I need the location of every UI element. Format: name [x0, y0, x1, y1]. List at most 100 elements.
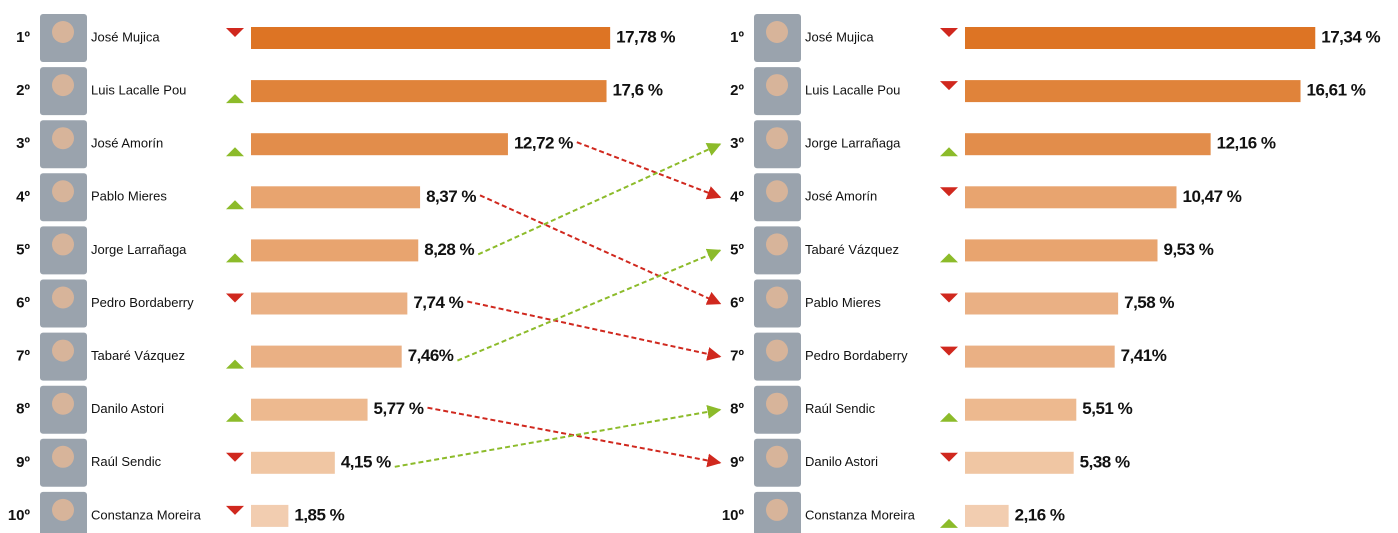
value-label: 7,74 %: [413, 293, 463, 312]
value-label: 2,16 %: [1015, 505, 1065, 524]
rank-label: 7º: [730, 348, 744, 365]
rank-label: 7º: [16, 348, 30, 365]
value-label: 7,41%: [1121, 346, 1167, 365]
candidate-name: Tabaré Vázquez: [91, 348, 185, 363]
bar: [965, 345, 1115, 368]
bar: [965, 398, 1077, 421]
rank-change-arrow: [477, 143, 722, 256]
value-label: 12,16 %: [1217, 134, 1276, 153]
photo-face: [766, 74, 788, 97]
value-label: 5,77 %: [374, 399, 424, 418]
rank-label: 3º: [730, 135, 744, 152]
rank-label: 10º: [722, 507, 745, 524]
bar: [965, 292, 1119, 315]
trend-up: [226, 253, 244, 263]
bar: [965, 239, 1158, 262]
photo-face: [766, 445, 788, 468]
rank-change-arrow: [394, 404, 722, 468]
trend-down: [940, 28, 958, 37]
candidate-name: Constanza Moreira: [805, 507, 916, 522]
candidate-name: Pedro Bordaberry: [805, 348, 908, 363]
bar: [965, 133, 1211, 156]
value-label: 7,58 %: [1124, 293, 1174, 312]
bar: [251, 80, 607, 103]
bar: [251, 398, 368, 421]
candidate-name: Constanza Moreira: [91, 507, 202, 522]
photo-face: [52, 498, 74, 521]
photo-face: [766, 286, 788, 309]
rank-label: 8º: [16, 401, 30, 418]
photo-face: [52, 127, 74, 150]
bar: [251, 186, 421, 209]
value-label: 9,53 %: [1164, 240, 1214, 259]
trend-down: [940, 452, 958, 462]
trend-down: [226, 505, 244, 515]
photo-face: [766, 127, 788, 150]
photo-face: [766, 339, 788, 362]
value-label: 12,72 %: [514, 134, 573, 153]
rank-label: 8º: [730, 401, 744, 418]
rank-label: 2º: [730, 82, 744, 99]
trend-up: [226, 200, 244, 210]
value-label: 5,38 %: [1080, 452, 1130, 471]
trend-down: [940, 293, 958, 303]
rank-change-arrow: [457, 248, 722, 362]
trend-up: [940, 147, 958, 157]
bar: [251, 504, 289, 527]
photo-face: [52, 392, 74, 415]
photo-face: [766, 392, 788, 415]
bar: [965, 504, 1009, 527]
value-label: 17,34 %: [1321, 27, 1380, 46]
photo-face: [766, 498, 788, 521]
trend-down: [940, 81, 958, 91]
trend-down: [940, 187, 958, 197]
rank-label: 10º: [8, 507, 31, 524]
rank-label: 9º: [730, 454, 744, 471]
bar: [251, 451, 335, 474]
value-label: 5,51 %: [1082, 399, 1132, 418]
trend-up: [226, 412, 244, 422]
rank-label: 4º: [730, 188, 744, 205]
rank-change-arrow: [427, 406, 722, 468]
photo-face: [52, 180, 74, 203]
bar: [251, 27, 611, 49]
candidate-name: Luis Lacalle Pou: [91, 83, 186, 98]
candidate-name: José Mujica: [805, 29, 874, 44]
trend-down: [226, 293, 244, 303]
candidate-name: Pablo Mieres: [91, 189, 167, 204]
bar: [251, 133, 508, 156]
trend-down: [226, 28, 244, 37]
candidate-name: Danilo Astori: [805, 454, 878, 469]
value-label: 8,28 %: [424, 240, 474, 259]
photo-face: [52, 286, 74, 309]
value-label: 17,78 %: [616, 27, 675, 46]
trend-up: [226, 359, 244, 369]
value-label: 7,46%: [408, 346, 454, 365]
trend-down: [226, 452, 244, 462]
candidate-name: Jorge Larrañaga: [91, 242, 187, 257]
value-label: 17,6 %: [613, 81, 663, 100]
value-label: 1,85 %: [294, 505, 344, 524]
rank-label: 1º: [730, 29, 744, 46]
trend-up: [940, 412, 958, 422]
trend-up: [940, 253, 958, 263]
rank-label: 5º: [730, 241, 744, 258]
rank-label: 2º: [16, 82, 30, 99]
candidate-name: José Amorín: [91, 136, 163, 151]
bar: [251, 345, 402, 368]
trend-up: [226, 147, 244, 157]
bar: [965, 80, 1301, 103]
candidate-name: Pedro Bordaberry: [91, 295, 194, 310]
candidate-name: Tabaré Vázquez: [805, 242, 899, 257]
trend-down: [940, 346, 958, 356]
photo-face: [766, 233, 788, 256]
rank-change-arrow: [479, 194, 722, 305]
rank-label: 4º: [16, 188, 30, 205]
candidate-name: Pablo Mieres: [805, 295, 881, 310]
trend-up: [940, 518, 958, 528]
bar: [251, 292, 408, 315]
trend-up: [226, 94, 244, 104]
rank-label: 6º: [16, 294, 30, 311]
